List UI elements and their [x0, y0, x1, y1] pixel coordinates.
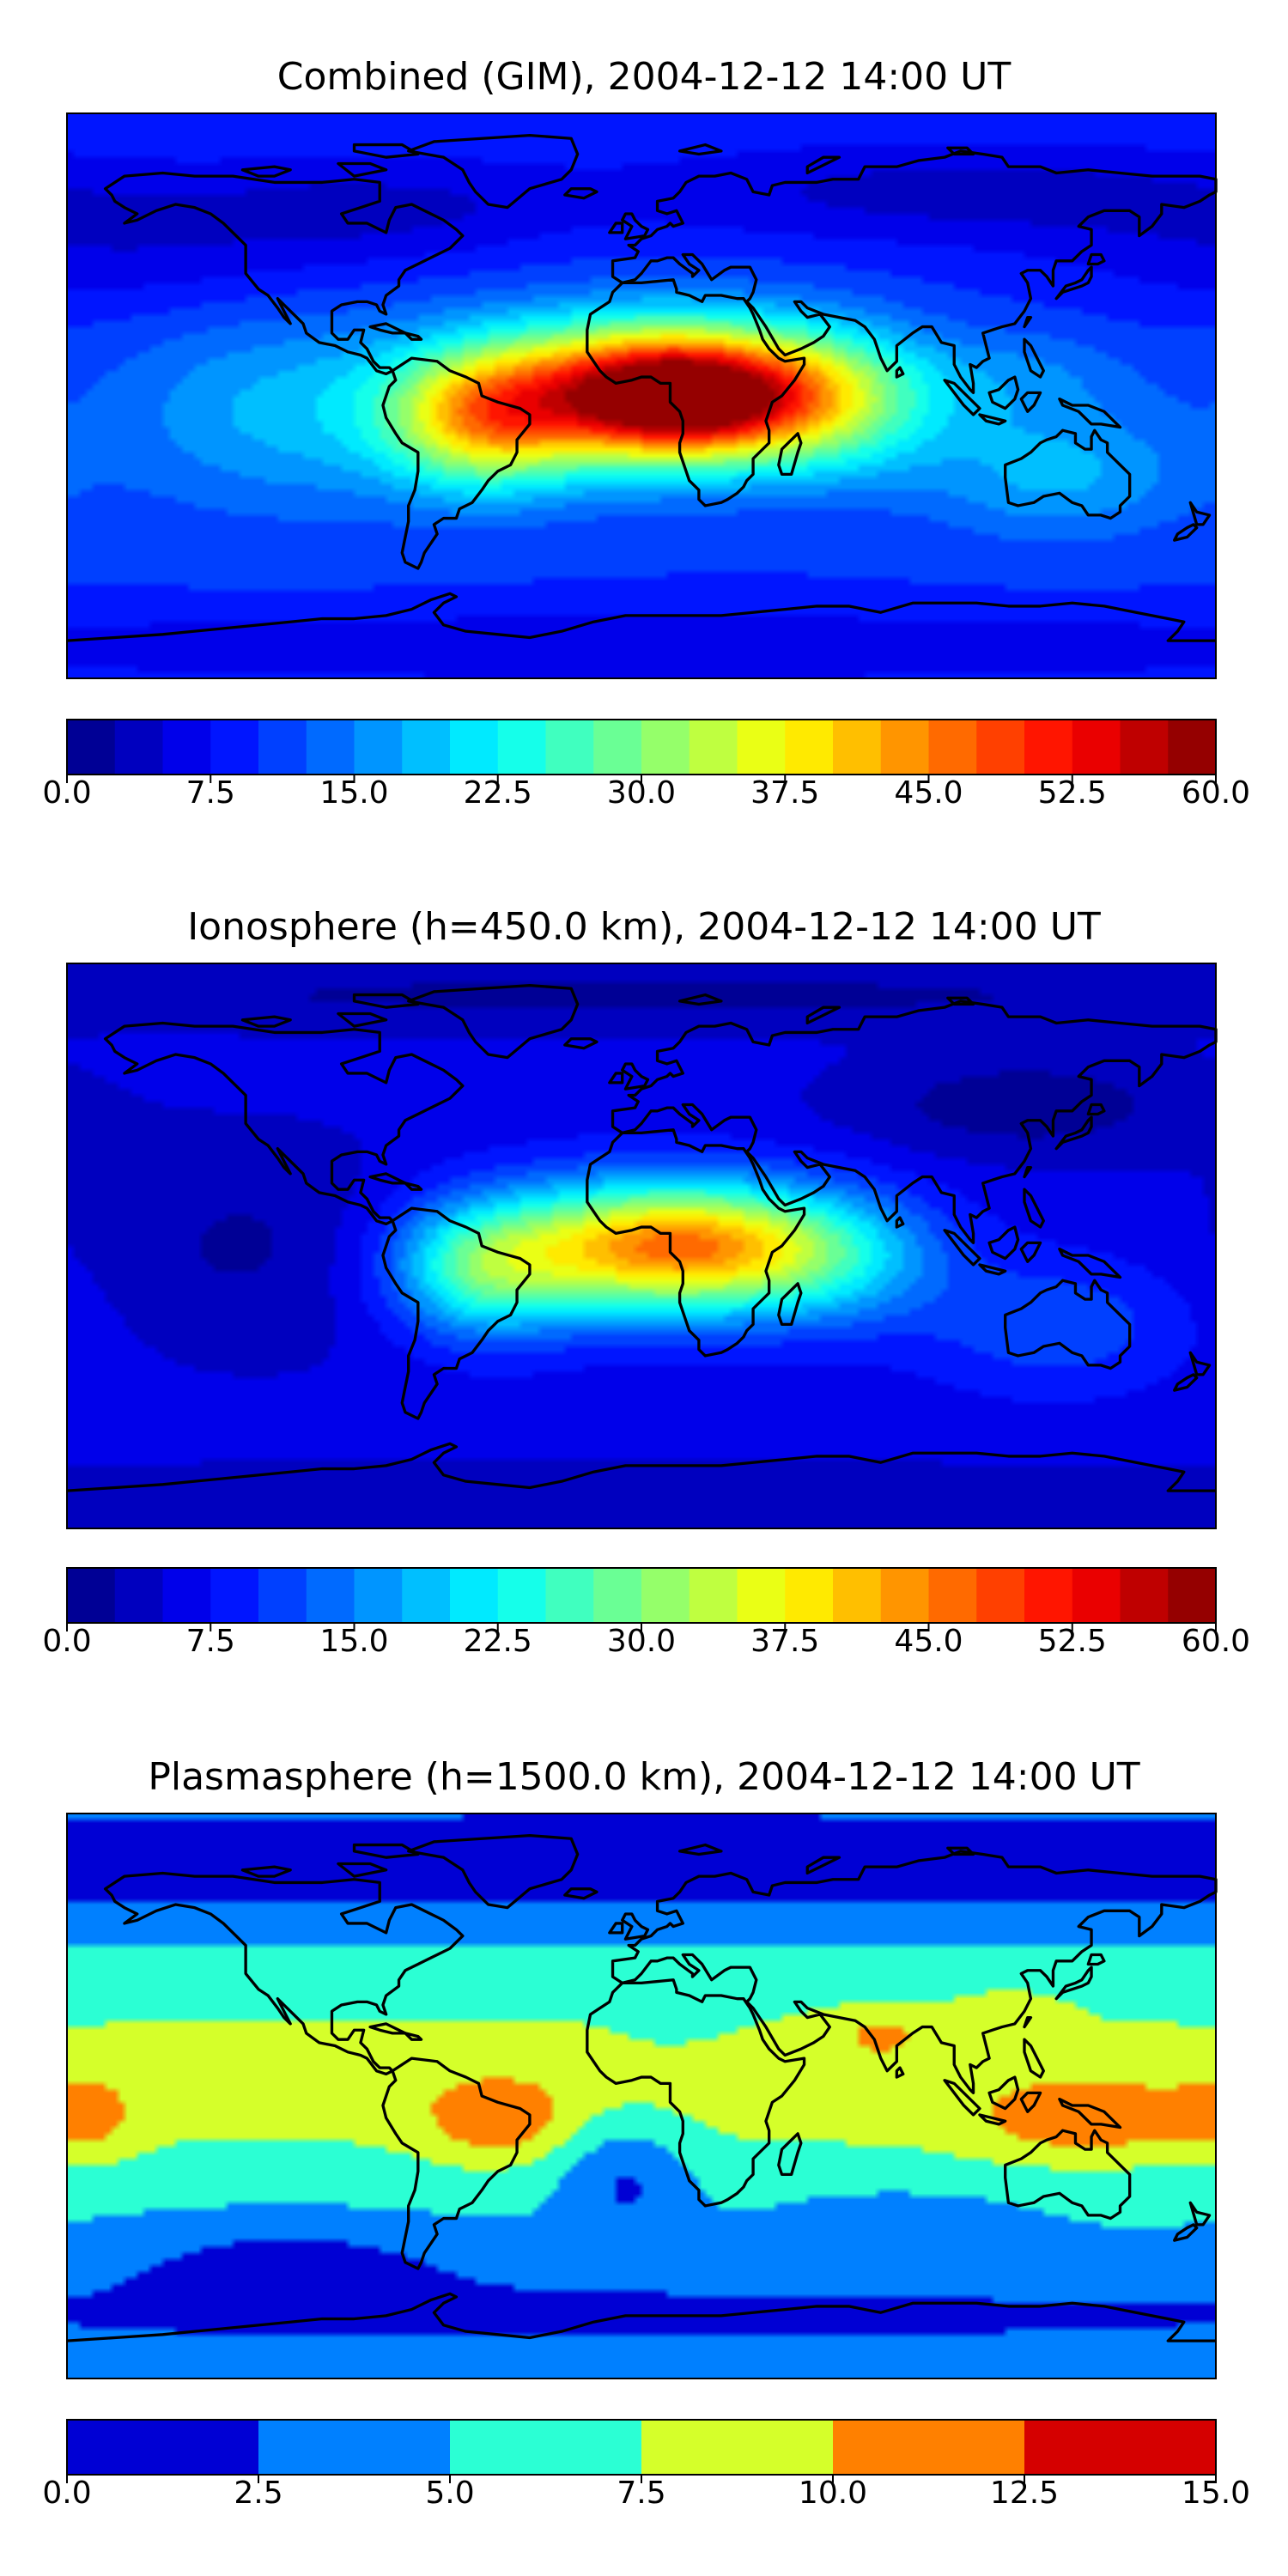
colorbar-level-22 — [1120, 720, 1169, 775]
colorbar-tick-label: 60.0 — [1182, 1624, 1250, 1659]
colorbar-level-4 — [258, 1568, 307, 1623]
colorbar-level-23 — [1168, 1568, 1217, 1623]
colorbar-level-19 — [976, 1568, 1025, 1623]
colorbar-level-23 — [1168, 720, 1217, 775]
colorbar-level-3 — [641, 2420, 834, 2475]
map-frame — [66, 112, 1217, 679]
colorbar-level-17 — [880, 720, 930, 775]
colorbar-tick-label: 0.0 — [42, 2476, 91, 2511]
colorbar-level-7 — [402, 1568, 451, 1623]
colorbar-tick-label: 7.5 — [617, 2476, 665, 2511]
colorbar: 0.0 7.5 15.0 22.5 30.0 37.5 45.0 52.5 60.0 — [42, 1567, 1250, 1659]
map-field — [67, 963, 1216, 1528]
colorbar-level-20 — [1024, 720, 1073, 775]
colorbar-level-10 — [545, 1568, 594, 1623]
colorbar-level-5 — [306, 1568, 355, 1623]
colorbar-level-1 — [114, 1568, 164, 1623]
panel-2-title: Ionosphere (h=450.0 km), 2004-12-12 14:0… — [187, 905, 1101, 949]
colorbar-level-7 — [402, 720, 451, 775]
colorbar-level-12 — [641, 1568, 690, 1623]
colorbar-level-15 — [785, 1568, 834, 1623]
colorbar-tick-label: 10.0 — [799, 2476, 867, 2511]
colorbar-level-5 — [306, 720, 355, 775]
colorbar-level-9 — [497, 1568, 547, 1623]
colorbar-tick-label: 15.0 — [319, 1624, 388, 1659]
map-frame — [66, 963, 1217, 1529]
colorbar-level-2 — [162, 720, 211, 775]
colorbar-level-1 — [114, 720, 164, 775]
colorbar-level-14 — [737, 1568, 786, 1623]
colorbar-level-16 — [833, 720, 882, 775]
colorbar-level-8 — [450, 1568, 499, 1623]
map-field — [67, 113, 1216, 678]
map-field — [67, 1814, 1216, 2379]
colorbar-tick-label: 45.0 — [894, 1624, 963, 1659]
panel-2: 0.0 7.5 15.0 22.5 30.0 37.5 45.0 52.5 60.0 — [42, 963, 1250, 1659]
colorbar-level-21 — [1072, 720, 1121, 775]
colorbar: 0.0 2.5 5.0 7.5 10.0 12.5 15.0 — [42, 2419, 1250, 2511]
colorbar-level-21 — [1072, 1568, 1121, 1623]
panel-1-title: Combined (GIM), 2004-12-12 14:00 UT — [276, 55, 1012, 99]
colorbar-tick-label: 15.0 — [319, 775, 388, 811]
colorbar-tick-label: 30.0 — [607, 775, 676, 811]
panel-3-title: Plasmasphere (h=1500.0 km), 2004-12-12 1… — [148, 1755, 1140, 1799]
colorbar-tick-label: 12.5 — [990, 2476, 1059, 2511]
colorbar-level-16 — [833, 1568, 882, 1623]
colorbar-tick-label: 0.0 — [42, 775, 91, 811]
colorbar-level-2 — [450, 2420, 642, 2475]
colorbar-tick-label: 7.5 — [186, 775, 235, 811]
colorbar-level-14 — [737, 720, 786, 775]
colorbar-level-12 — [641, 720, 690, 775]
colorbar-level-11 — [593, 1568, 642, 1623]
map-frame — [66, 1813, 1217, 2379]
panel-3: 0.0 2.5 5.0 7.5 10.0 12.5 15.0 — [42, 1813, 1250, 2511]
colorbar-tick-label: 22.5 — [464, 775, 532, 811]
panel-1: 0.0 7.5 15.0 22.5 30.0 37.5 45.0 52.5 60.0 — [42, 112, 1250, 811]
colorbar-level-17 — [880, 1568, 930, 1623]
colorbar-level-19 — [976, 720, 1025, 775]
colorbar-level-3 — [210, 720, 259, 775]
colorbar-level-13 — [689, 720, 738, 775]
colorbar-tick-label: 30.0 — [607, 1624, 676, 1659]
colorbar-tick-label: 5.0 — [425, 2476, 474, 2511]
colorbar-tick-label: 0.0 — [42, 1624, 91, 1659]
colorbar-level-18 — [928, 720, 977, 775]
colorbar-level-11 — [593, 720, 642, 775]
colorbar-level-5 — [1024, 2420, 1217, 2475]
colorbar-level-18 — [928, 1568, 977, 1623]
colorbar-level-10 — [545, 720, 594, 775]
colorbar-level-13 — [689, 1568, 738, 1623]
colorbar-level-8 — [450, 720, 499, 775]
colorbar-level-20 — [1024, 1568, 1073, 1623]
colorbar-level-4 — [258, 720, 307, 775]
colorbar-level-4 — [833, 2420, 1025, 2475]
colorbar-tick-label: 22.5 — [464, 1624, 532, 1659]
colorbar-tick-label: 52.5 — [1038, 775, 1107, 811]
colorbar-tick-label: 2.5 — [234, 2476, 283, 2511]
colorbar: 0.0 7.5 15.0 22.5 30.0 37.5 45.0 52.5 60.0 — [42, 719, 1250, 811]
colorbar-tick-label: 52.5 — [1038, 1624, 1107, 1659]
colorbar-tick-label: 37.5 — [750, 1624, 819, 1659]
colorbar-level-0 — [67, 2420, 259, 2475]
colorbar-level-0 — [67, 720, 116, 775]
colorbar-level-22 — [1120, 1568, 1169, 1623]
colorbar-level-15 — [785, 720, 834, 775]
colorbar-tick-label: 7.5 — [186, 1624, 235, 1659]
colorbar-tick-label: 15.0 — [1182, 2476, 1250, 2511]
colorbar-level-0 — [67, 1568, 116, 1623]
colorbar-level-1 — [258, 2420, 451, 2475]
colorbar-level-6 — [354, 1568, 403, 1623]
colorbar-level-3 — [210, 1568, 259, 1623]
colorbar-level-2 — [162, 1568, 211, 1623]
colorbar-tick-label: 37.5 — [750, 775, 819, 811]
colorbar-tick-label: 45.0 — [894, 775, 963, 811]
colorbar-level-9 — [497, 720, 547, 775]
colorbar-level-6 — [354, 720, 403, 775]
colorbar-tick-label: 60.0 — [1182, 775, 1250, 811]
